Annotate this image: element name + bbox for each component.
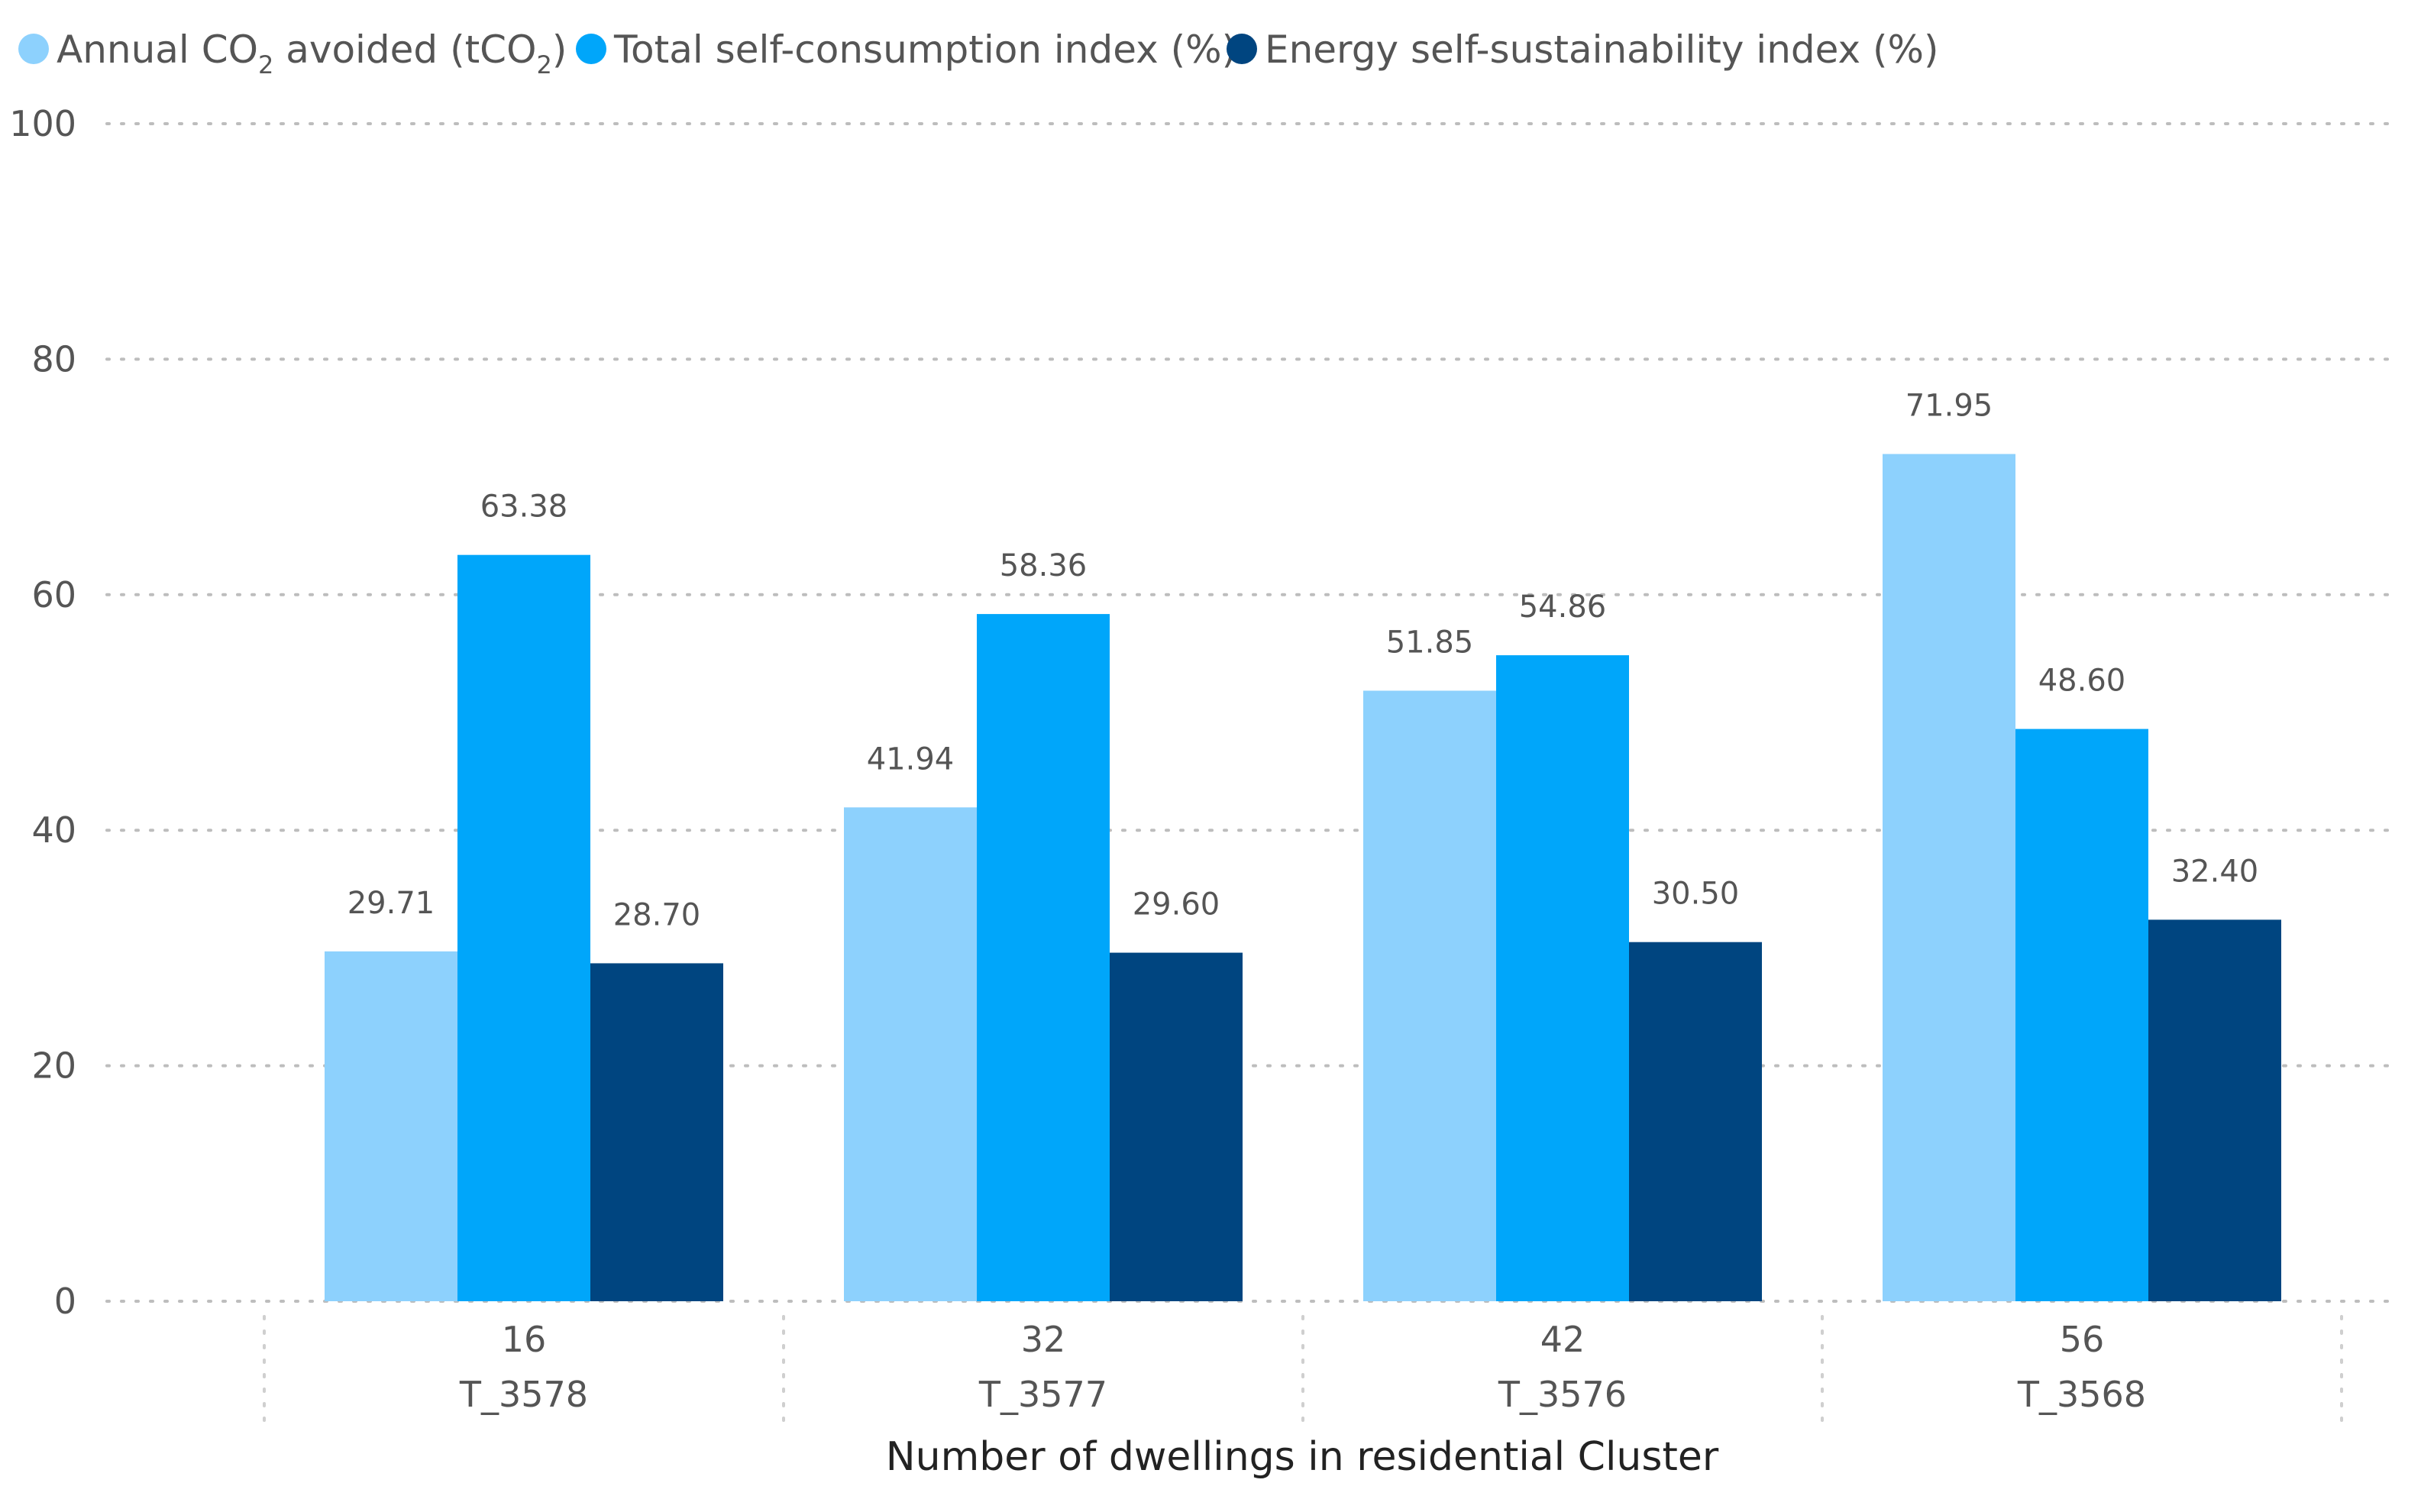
bars (325, 454, 2281, 1301)
legend-label-1: Total self-consumption index (%) (613, 27, 1236, 72)
x-tick-cluster-3: T_3568 (2017, 1374, 2146, 1415)
legend: Annual CO2 avoided (tCO2) Total self-cons… (18, 27, 1939, 79)
bar-series1-T_3568 (2015, 729, 2148, 1301)
bar-series1-T_3578 (457, 554, 590, 1301)
legend-marker-0 (18, 34, 49, 64)
data-label-series2-T_3577: 29.60 (1133, 887, 1220, 922)
y-tick-label-0: 0 (54, 1281, 76, 1322)
x-tick-cluster-1: T_3577 (978, 1374, 1107, 1415)
x-tick-dwellings-2: 42 (1540, 1319, 1585, 1360)
x-tick-cluster-2: T_3576 (1498, 1374, 1627, 1415)
y-tick-label-80: 80 (31, 338, 76, 380)
y-axis: 0 20 40 60 80 100 (9, 103, 76, 1322)
data-label-series1-T_3568: 48.60 (2038, 664, 2126, 699)
bar-series1-T_3577 (977, 614, 1110, 1301)
data-label-series2-T_3568: 32.40 (2171, 854, 2259, 889)
legend-marker-2 (1227, 34, 1257, 64)
bar-series2-T_3577 (1110, 952, 1243, 1301)
data-label-series0-T_3568: 71.95 (1905, 389, 1993, 424)
data-label-series1-T_3577: 58.36 (1000, 548, 1088, 583)
x-axis-title: Number of dwellings in residential Clust… (886, 1434, 1719, 1480)
y-tick-label-40: 40 (31, 809, 76, 851)
legend-marker-1 (576, 34, 606, 64)
bar-series2-T_3568 (2148, 919, 2281, 1301)
data-label-series0-T_3576: 51.85 (1386, 625, 1474, 660)
bar-series0-T_3568 (1883, 454, 2015, 1301)
x-tick-dwellings-3: 56 (2060, 1319, 2105, 1360)
bar-series2-T_3576 (1629, 942, 1762, 1301)
data-label-series2-T_3578: 28.70 (613, 897, 701, 932)
bar-series0-T_3576 (1363, 690, 1496, 1301)
bar-series0-T_3577 (844, 807, 977, 1301)
data-label-series1-T_3578: 63.38 (480, 489, 568, 525)
y-tick-label-20: 20 (31, 1045, 76, 1087)
data-label-series2-T_3576: 30.50 (1652, 877, 1740, 912)
data-label-series0-T_3577: 41.94 (867, 741, 955, 777)
x-tick-cluster-0: T_3578 (459, 1374, 588, 1415)
data-label-series0-T_3578: 29.71 (347, 886, 435, 921)
legend-label-2: Energy self-sustainability index (%) (1265, 27, 1939, 72)
legend-label-0: Annual CO2 avoided (tCO2) (57, 27, 567, 79)
data-label-series1-T_3576: 54.86 (1519, 590, 1607, 625)
y-tick-label-100: 100 (9, 103, 76, 144)
x-axis: 16 T_3578 32 T_3577 42 T_3576 56 T_3568 (263, 1315, 2343, 1423)
bar-series1-T_3576 (1496, 655, 1629, 1301)
bar-series0-T_3578 (325, 951, 457, 1301)
grid (105, 122, 2400, 1303)
data-labels: 29.71 63.38 28.70 41.94 58.36 29.60 51.85 54.86… (347, 389, 2259, 933)
y-tick-label-60: 60 (31, 574, 76, 615)
x-tick-dwellings-0: 16 (502, 1319, 547, 1360)
bar-series2-T_3578 (590, 963, 723, 1301)
x-tick-dwellings-1: 32 (1021, 1319, 1066, 1360)
